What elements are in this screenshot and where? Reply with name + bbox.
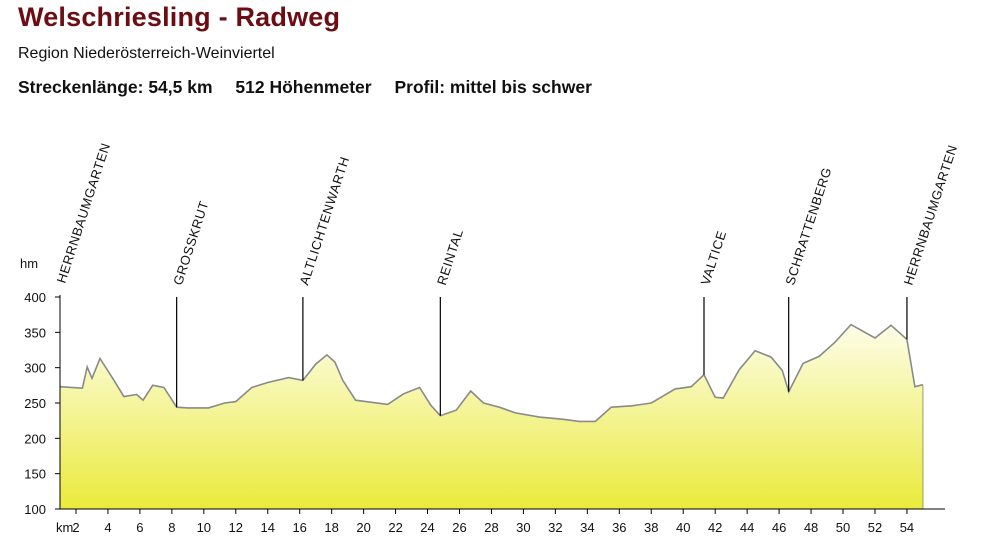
x-tick-label: 8 <box>168 520 175 535</box>
y-tick-label: 350 <box>24 325 46 340</box>
x-tick-label: 44 <box>740 520 754 535</box>
route-stats: Streckenlänge: 54,5 km 512 Höhenmeter Pr… <box>18 77 610 98</box>
x-tick-label: 38 <box>644 520 658 535</box>
y-tick-label: 150 <box>24 467 46 482</box>
route-profile: Profil: mittel bis schwer <box>394 77 592 97</box>
waypoint-label: GROSSKRUT <box>170 199 211 287</box>
x-tick-label: 6 <box>136 520 143 535</box>
x-tick-label: 10 <box>197 520 211 535</box>
y-tick-label: 250 <box>24 396 46 411</box>
waypoint-label: ALTLICHTENWARTH <box>296 154 352 286</box>
x-tick-label: 30 <box>516 520 530 535</box>
region-subtitle: Region Niederösterreich-Weinviertel <box>18 45 275 62</box>
route-elevation: 512 Höhenmeter <box>235 77 372 97</box>
x-axis-label: km <box>56 520 73 535</box>
waypoint-label: REINTAL <box>434 227 466 287</box>
x-tick-label: 16 <box>292 520 306 535</box>
x-tick-label: 46 <box>772 520 786 535</box>
x-tick-label: 12 <box>229 520 243 535</box>
x-tick-label: 4 <box>104 520 111 535</box>
waypoint-label: SCHRATTENBERG <box>782 165 834 287</box>
waypoint-label: VALTICE <box>698 229 730 287</box>
y-tick-label: 300 <box>24 361 46 376</box>
x-tick-label: 22 <box>388 520 402 535</box>
x-tick-label: 40 <box>676 520 690 535</box>
x-tick-label: 50 <box>836 520 850 535</box>
x-tick-label: 20 <box>356 520 370 535</box>
y-tick-label: 400 <box>24 290 46 305</box>
x-tick-label: 42 <box>708 520 722 535</box>
x-tick-label: 54 <box>900 520 914 535</box>
x-tick-label: 2 <box>72 520 79 535</box>
waypoint-label: HERRNBAUMGARTEN <box>901 143 961 287</box>
waypoint-label: HERRNBAUMGARTEN <box>54 141 114 285</box>
x-tick-label: 14 <box>261 520 275 535</box>
x-tick-label: 18 <box>324 520 338 535</box>
x-tick-label: 32 <box>548 520 562 535</box>
x-tick-label: 36 <box>612 520 626 535</box>
y-tick-label: 100 <box>24 502 46 517</box>
x-tick-label: 26 <box>452 520 466 535</box>
y-tick-label: 200 <box>24 431 46 446</box>
x-tick-label: 34 <box>580 520 594 535</box>
x-tick-label: 28 <box>484 520 498 535</box>
x-tick-label: 24 <box>420 520 434 535</box>
page-title: Welschriesling - Radweg <box>18 2 341 32</box>
y-axis-label: hm <box>20 256 38 271</box>
x-tick-label: 52 <box>868 520 882 535</box>
elevation-line <box>59 323 924 423</box>
route-length: Streckenlänge: 54,5 km <box>18 77 213 97</box>
elevation-area <box>60 324 923 509</box>
x-tick-label: 48 <box>804 520 818 535</box>
